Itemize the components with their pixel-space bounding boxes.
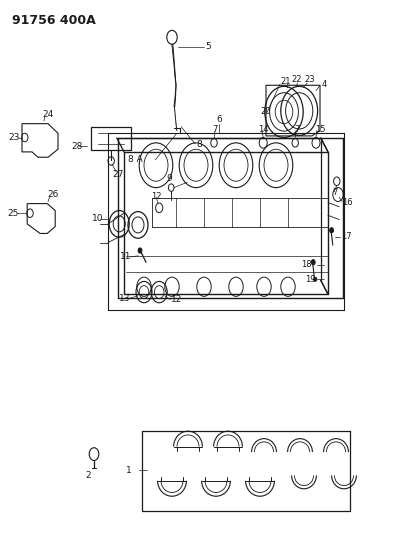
Text: 22: 22 xyxy=(291,76,302,84)
Text: 5: 5 xyxy=(205,43,210,51)
Text: 19: 19 xyxy=(305,275,315,284)
Text: 1: 1 xyxy=(126,466,132,474)
Text: 13: 13 xyxy=(119,294,131,303)
Text: 20: 20 xyxy=(261,108,271,116)
Text: 7: 7 xyxy=(294,125,300,134)
Text: 12: 12 xyxy=(171,295,182,304)
Circle shape xyxy=(330,228,334,233)
Text: 91756 400A: 91756 400A xyxy=(12,14,96,27)
Text: 18: 18 xyxy=(301,261,312,269)
Text: 21: 21 xyxy=(280,77,290,85)
Text: 11: 11 xyxy=(120,253,132,261)
Text: 26: 26 xyxy=(47,190,58,199)
Text: 23: 23 xyxy=(8,133,19,142)
Circle shape xyxy=(314,277,317,281)
Text: 25: 25 xyxy=(7,209,18,217)
Text: 10: 10 xyxy=(92,214,104,223)
Text: 23: 23 xyxy=(305,76,316,84)
Text: 7: 7 xyxy=(212,125,217,134)
Text: 4: 4 xyxy=(322,80,327,88)
Text: 17: 17 xyxy=(341,232,352,241)
Text: 9: 9 xyxy=(166,174,172,183)
Text: 8: 8 xyxy=(196,141,202,149)
Text: 8 A: 8 A xyxy=(128,156,143,164)
Text: 15: 15 xyxy=(315,125,326,134)
Text: 6: 6 xyxy=(217,116,222,124)
Text: 24: 24 xyxy=(42,110,53,119)
Text: 27: 27 xyxy=(113,171,124,179)
Circle shape xyxy=(311,260,315,265)
Text: 16: 16 xyxy=(342,198,353,207)
Text: 14: 14 xyxy=(258,125,269,134)
Text: 12: 12 xyxy=(151,192,162,200)
Circle shape xyxy=(138,248,142,253)
Text: 28: 28 xyxy=(71,142,82,150)
Text: 2: 2 xyxy=(85,471,91,480)
Text: 7: 7 xyxy=(332,189,338,197)
